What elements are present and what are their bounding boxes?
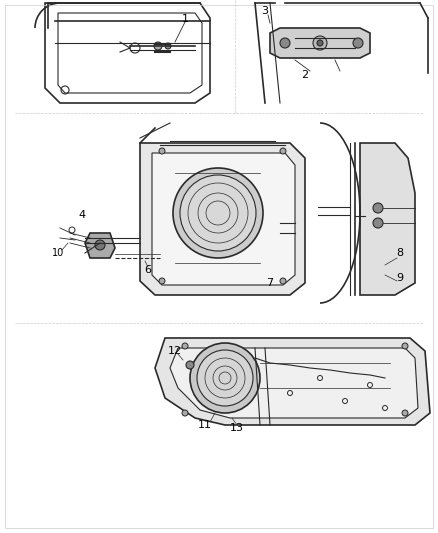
Text: 13: 13	[230, 423, 244, 433]
Text: 3: 3	[261, 6, 268, 16]
Circle shape	[402, 410, 408, 416]
Circle shape	[154, 42, 162, 50]
Polygon shape	[140, 143, 305, 295]
Circle shape	[182, 410, 188, 416]
Text: 2: 2	[301, 70, 308, 80]
Circle shape	[186, 361, 194, 369]
Circle shape	[159, 148, 165, 154]
Text: 1: 1	[181, 14, 188, 24]
Text: 6: 6	[145, 265, 152, 275]
Circle shape	[280, 38, 290, 48]
Text: 10: 10	[52, 248, 64, 258]
Circle shape	[180, 175, 256, 251]
Polygon shape	[270, 28, 370, 58]
Circle shape	[280, 278, 286, 284]
Polygon shape	[155, 338, 430, 425]
Circle shape	[159, 278, 165, 284]
Circle shape	[197, 350, 253, 406]
Circle shape	[402, 343, 408, 349]
Text: 9: 9	[396, 273, 403, 283]
Polygon shape	[360, 143, 415, 295]
Text: 4: 4	[78, 210, 85, 220]
Circle shape	[165, 43, 171, 49]
Text: 12: 12	[168, 346, 182, 356]
Circle shape	[353, 38, 363, 48]
Text: 8: 8	[396, 248, 403, 258]
Circle shape	[373, 203, 383, 213]
Circle shape	[373, 218, 383, 228]
Circle shape	[317, 40, 323, 46]
Polygon shape	[85, 233, 115, 258]
Text: 11: 11	[198, 420, 212, 430]
Circle shape	[182, 343, 188, 349]
Polygon shape	[152, 153, 295, 285]
Circle shape	[190, 343, 260, 413]
Circle shape	[280, 148, 286, 154]
Circle shape	[173, 168, 263, 258]
Circle shape	[95, 240, 105, 250]
Circle shape	[313, 36, 327, 50]
Text: 7: 7	[266, 278, 274, 288]
Polygon shape	[170, 348, 418, 418]
